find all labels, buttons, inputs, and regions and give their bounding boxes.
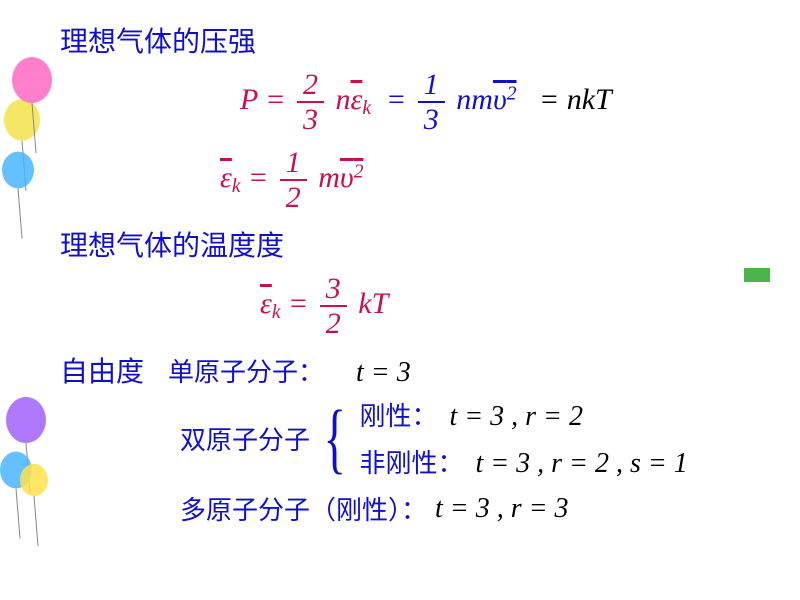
frac-den: 3 <box>297 103 324 136</box>
frac-num: 2 <box>297 68 324 103</box>
op-eq: = <box>265 83 285 116</box>
var-n2: n <box>456 83 471 116</box>
sub-k3: k <box>272 302 281 323</box>
frac-num3: 1 <box>280 146 307 181</box>
dof-nonrigid-eq: t = 3 , r = 2 , s = 1 <box>475 448 687 479</box>
var-m: m <box>471 83 493 116</box>
heading-temperature: 理想气体的温度度 <box>60 224 760 264</box>
frac-den3: 2 <box>280 181 307 214</box>
var-v2: υ2 <box>493 83 517 116</box>
op-eq3: = <box>539 83 559 116</box>
dof-section: 自由度 单原子分子： t = 3 <box>60 350 760 390</box>
formula-pressure: P = 23 nεk = 13 nmυ2 = nkT <box>240 68 760 136</box>
sub-k: k <box>362 98 371 119</box>
var-n: n <box>336 83 351 116</box>
var-P: P <box>240 83 258 116</box>
dof-di-label: 双原子分子 <box>180 420 310 457</box>
dof-poly-label: 多原子分子（刚性）： <box>180 490 427 527</box>
frac-den4: 2 <box>320 307 347 340</box>
heading-dof: 自由度 <box>60 350 144 390</box>
var-T: T <box>372 287 389 320</box>
formula-ek-def: εk = 12 mυ2 <box>220 146 760 214</box>
var-m2: m <box>318 161 340 194</box>
dof-poly-eq: t = 3 , r = 3 <box>435 493 568 525</box>
dof-rigid-label: 刚性： <box>359 402 437 431</box>
frac-den2: 3 <box>418 103 445 136</box>
dof-poly-line: 多原子分子（刚性）： t = 3 , r = 3 <box>180 490 760 527</box>
sub-k2: k <box>232 176 241 197</box>
dof-mono-label: 单原子分子： <box>168 352 324 389</box>
brace-icon: { <box>324 401 346 475</box>
heading-pressure: 理想气体的压强 <box>60 20 760 60</box>
dof-rigid-eq: t = 3 , r = 2 <box>449 401 582 432</box>
dof-nonrigid-label: 非刚性： <box>359 449 463 478</box>
frac-num2: 1 <box>418 68 445 103</box>
dof-diatomic-block: 双原子分子 { 刚性： t = 3 , r = 2 非刚性： t = 3 , r… <box>180 396 760 480</box>
var-eps: ε <box>351 83 363 116</box>
var-eps3: ε <box>260 287 272 320</box>
op-eq5: = <box>288 287 308 320</box>
formula-ek-temp: εk = 32 kT <box>260 272 760 340</box>
var-nkT: nkT <box>567 83 612 116</box>
op-eq4: = <box>248 161 268 194</box>
dof-mono-eq: t = 3 <box>356 357 411 389</box>
slide-content: 理想气体的压强 P = 23 nεk = 13 nmυ2 = nkT εk = … <box>0 0 800 553</box>
var-v2b: υ2 <box>340 161 364 194</box>
frac-num4: 3 <box>320 272 347 307</box>
op-eq2: = <box>386 83 406 116</box>
var-eps2: ε <box>220 161 232 194</box>
var-k: k <box>358 287 371 320</box>
